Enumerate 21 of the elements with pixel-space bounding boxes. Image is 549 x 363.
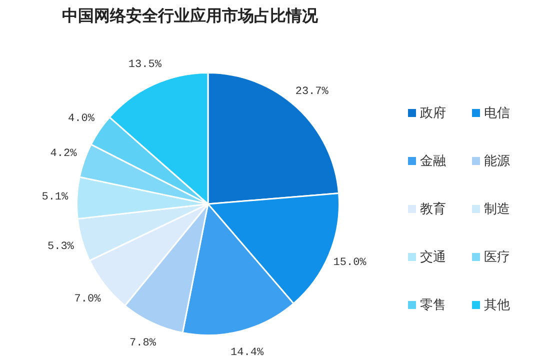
chart-title: 中国网络安全行业应用市场占比情况 (62, 6, 318, 27)
legend-label: 其他 (484, 297, 510, 314)
data-label: 7.0% (74, 294, 102, 306)
data-label: 5.3% (48, 241, 74, 254)
data-label: 4.2% (50, 148, 78, 160)
legend-label: 制造 (484, 201, 510, 218)
data-label: 7.8% (130, 338, 156, 350)
legend-label: 电信 (484, 105, 510, 122)
data-label: 4.0% (68, 112, 95, 125)
legend-label: 金融 (420, 153, 446, 170)
legend-label: 交通 (420, 249, 446, 266)
data-label: 13.5% (128, 59, 162, 72)
legend-label: 政府 (420, 105, 446, 122)
data-label: 15.0% (333, 257, 367, 270)
legend-label: 零售 (420, 297, 446, 314)
legend-label: 教育 (420, 200, 446, 218)
data-label: 23.7% (295, 86, 329, 98)
legend-label: 医疗 (484, 249, 510, 266)
data-label: 5.1% (42, 192, 69, 204)
data-label: 14.4% (230, 347, 264, 360)
legend-label: 能源 (484, 153, 510, 170)
